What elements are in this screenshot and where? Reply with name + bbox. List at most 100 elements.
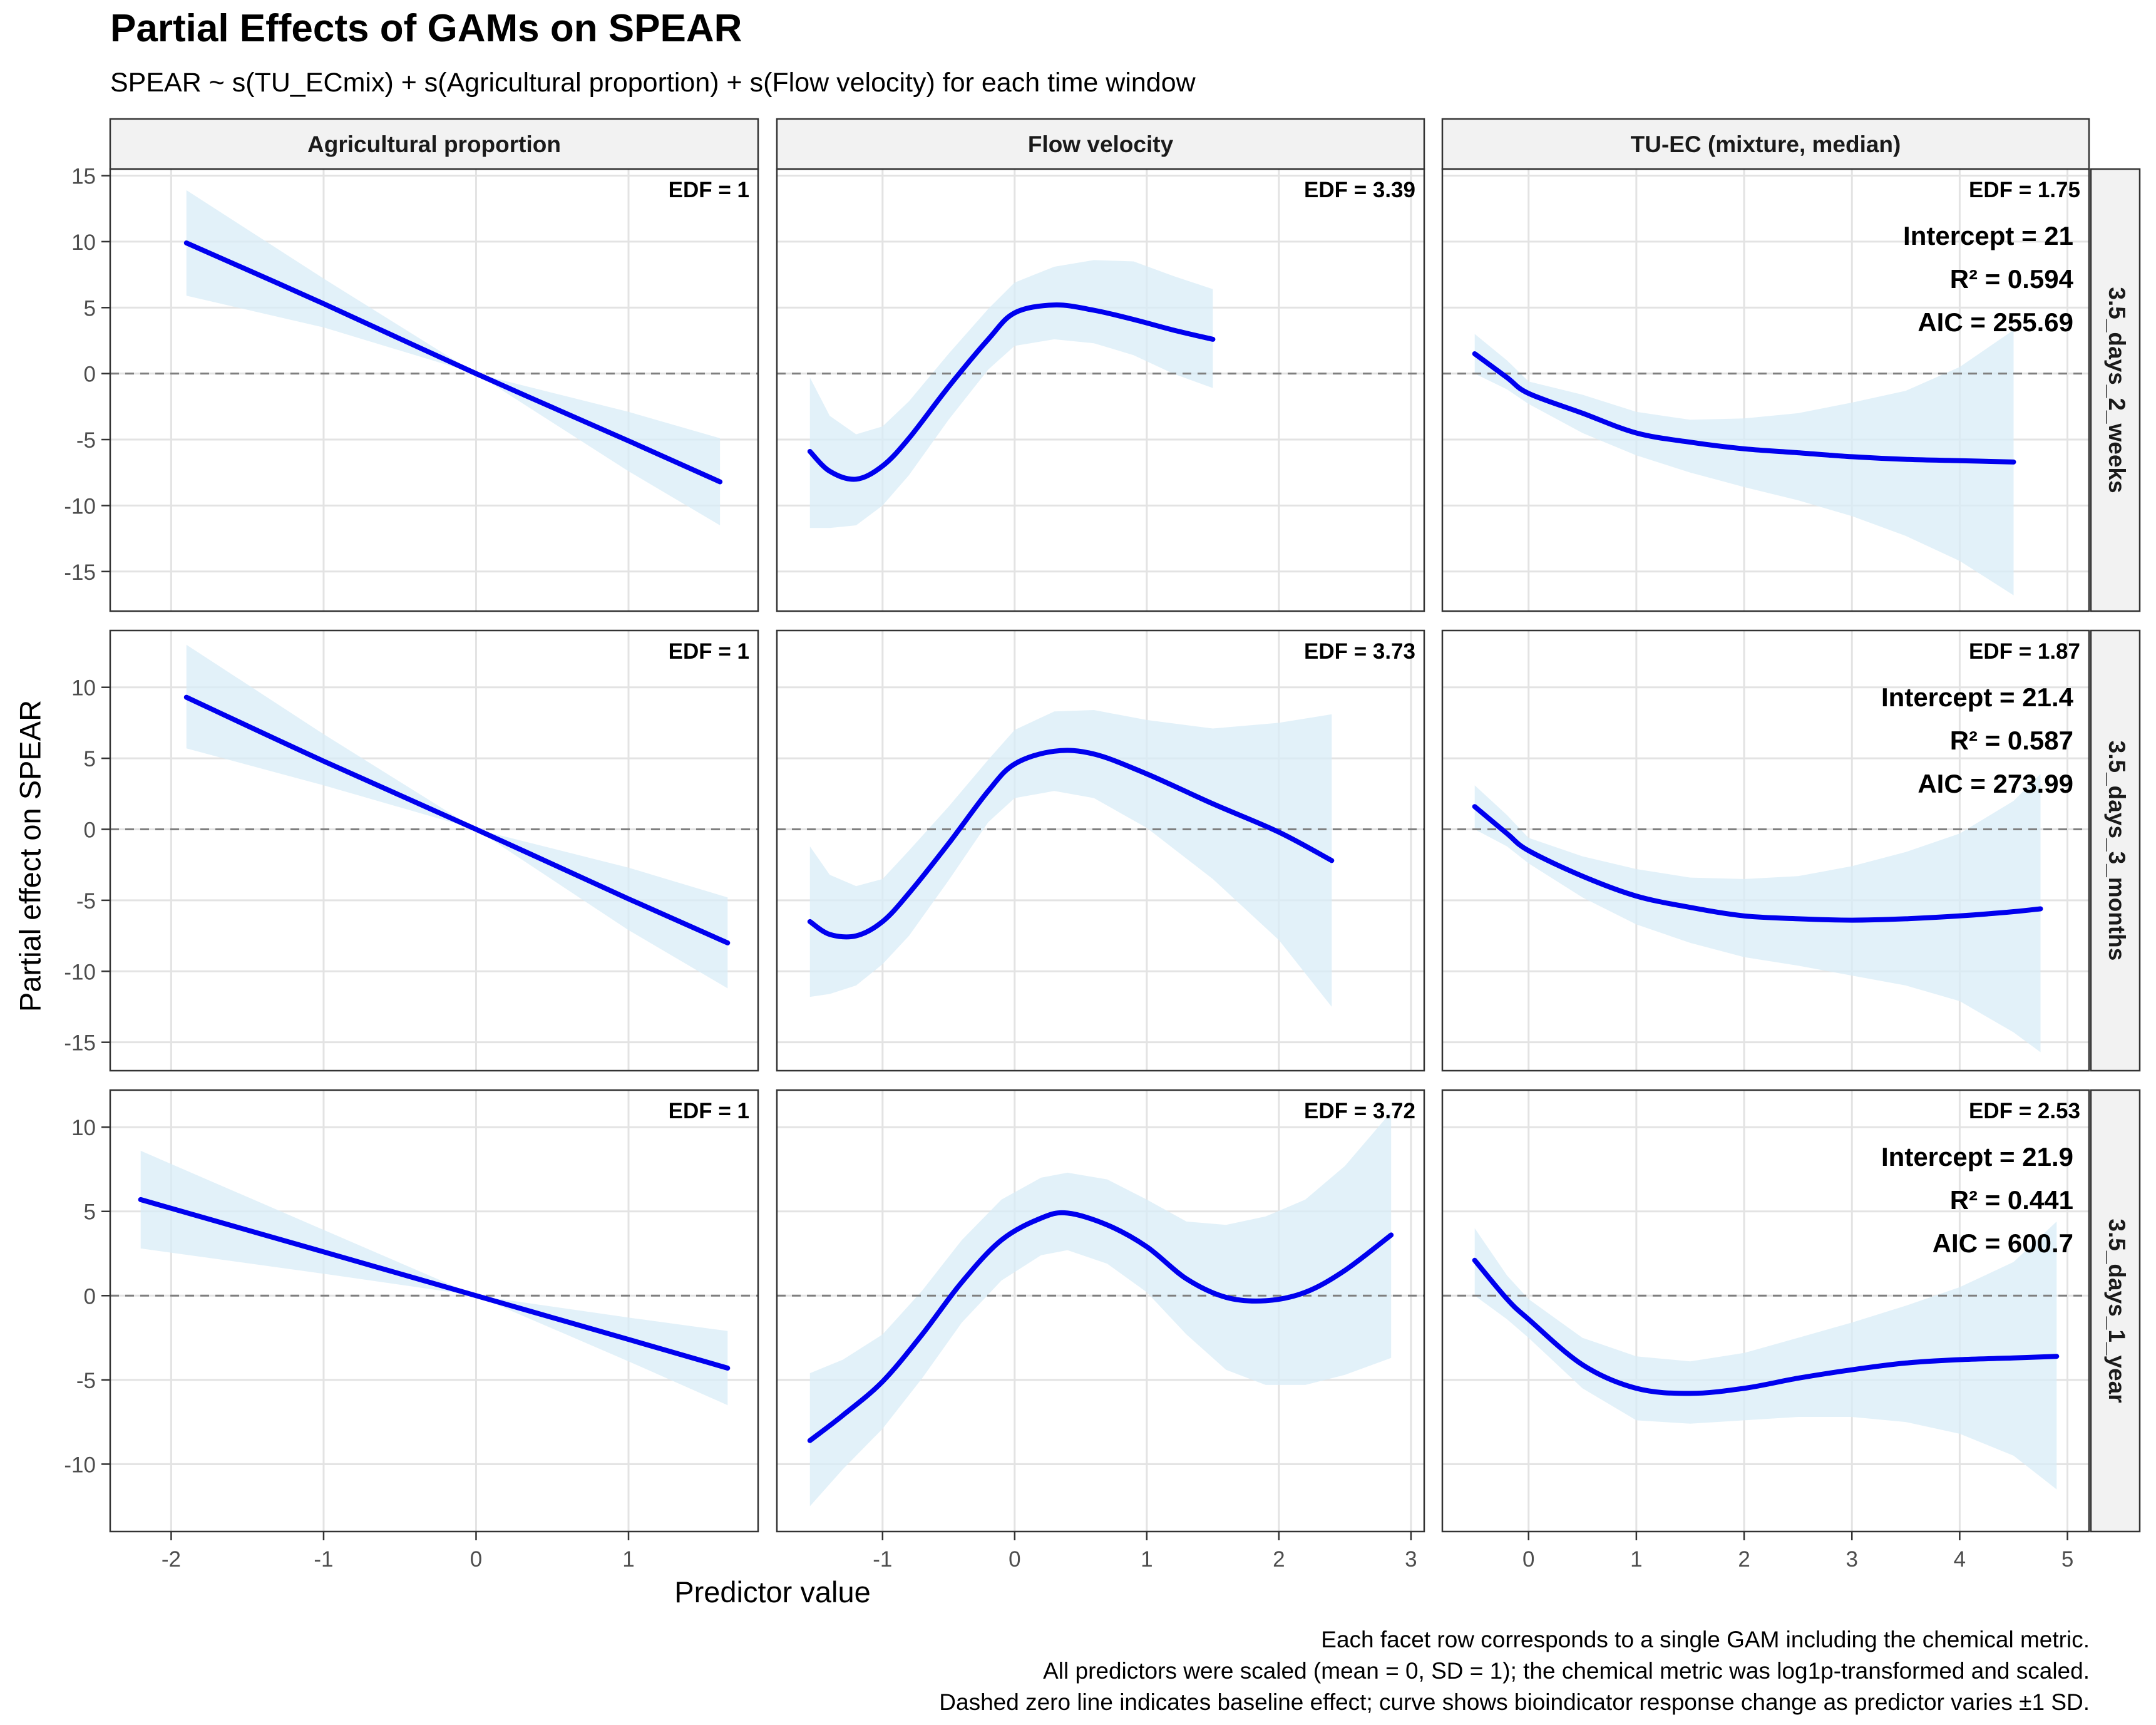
- panel-border: [1441, 629, 2090, 1072]
- y-tick-label: -5: [76, 889, 96, 914]
- edf-label: EDF = 1.75: [1969, 178, 2080, 202]
- fit-curve: [807, 1210, 1394, 1443]
- panel-border: [776, 168, 1425, 612]
- confidence-ribbon: [1474, 330, 2014, 595]
- panel-background: [110, 1090, 758, 1532]
- fit-curve: [1472, 1257, 2060, 1396]
- facet-strip-label: Flow velocity: [1028, 131, 1174, 157]
- y-tick-label: 5: [84, 296, 96, 321]
- facet-strip-label: Agricultural proportion: [307, 131, 561, 157]
- facet-panel: EDF = 3.72: [776, 1089, 1425, 1533]
- r2-label: R² = 0.587: [1950, 726, 2073, 755]
- facet-panel: EDF = 1.75 Intercept = 21 R² = 0.594 AIC = …: [1441, 168, 2090, 612]
- confidence-ribbon: [1474, 1221, 2057, 1490]
- confidence-ribbon: [1474, 774, 2041, 1053]
- fit-curve: [183, 694, 731, 945]
- facet-strip-column: [1441, 118, 2090, 170]
- confidence-ribbon: [186, 644, 728, 989]
- edf-label: EDF = 1.87: [1969, 639, 2080, 664]
- y-tick-label: -10: [64, 960, 96, 984]
- x-tick-label: 1: [1141, 1547, 1152, 1572]
- confidence-ribbon: [809, 260, 1213, 528]
- y-tick-label: 10: [71, 230, 96, 255]
- chart-title: Partial Effects of GAMs on SPEAR: [110, 7, 742, 50]
- x-tick-label: 3: [1405, 1547, 1417, 1572]
- x-tick-label: -1: [873, 1547, 892, 1572]
- facet-panel: EDF = 3.73: [776, 629, 1425, 1072]
- x-axis-label-text: Predictor value: [674, 1575, 871, 1609]
- y-tick-label: -10: [64, 494, 96, 518]
- facet-panel: EDF = 2.53 Intercept = 21.9 R² = 0.441 AIC …: [1441, 1089, 2090, 1533]
- fit-curve: [1472, 351, 2016, 465]
- facet-strip-label: TU-EC (mixture, median): [1631, 131, 1901, 157]
- fit-curve: [1472, 804, 2043, 923]
- y-tick-label: 10: [71, 676, 96, 701]
- edf-label: EDF = 3.39: [1304, 178, 1415, 202]
- panel-border: [1441, 168, 2090, 612]
- y-tick-label: 5: [84, 747, 96, 771]
- facet-panel: EDF = 3.39: [776, 168, 1425, 612]
- edf-label: EDF = 3.72: [1304, 1099, 1415, 1123]
- y-tick-label: 0: [84, 1284, 96, 1309]
- chart-subtitle: SPEAR ~ s(TU_ECmix) + s(Agricultural pro…: [110, 68, 1196, 98]
- confidence-ribbon: [140, 1150, 728, 1406]
- fit-curve: [807, 302, 1216, 482]
- y-tick-label: -10: [64, 1453, 96, 1477]
- confidence-ribbon: [186, 190, 721, 525]
- panel-border: [776, 629, 1425, 1072]
- panel-background: [777, 169, 1424, 611]
- edf-label: EDF = 1: [669, 1099, 749, 1123]
- facet-panel: EDF = 1: [109, 168, 759, 612]
- x-tick-label: 0: [470, 1547, 482, 1572]
- edf-label: EDF = 1: [669, 639, 749, 664]
- facet-panel: EDF = 1: [109, 629, 759, 1072]
- x-tick-label: 1: [1630, 1547, 1642, 1572]
- fit-curve: [138, 1197, 731, 1371]
- panel-border: [109, 629, 759, 1072]
- edf-label: EDF = 2.53: [1969, 1099, 2080, 1123]
- intercept-label: Intercept = 21: [1903, 221, 2073, 250]
- y-tick-label: 10: [71, 1116, 96, 1140]
- facet-strip-row: [2090, 629, 2141, 1072]
- facet-strip-row: [2090, 1089, 2141, 1533]
- panel-border: [109, 168, 759, 612]
- x-tick-label: 0: [1522, 1547, 1534, 1572]
- y-tick-label: -5: [76, 1369, 96, 1393]
- x-tick-label: 3: [1845, 1547, 1857, 1572]
- facet-strip-row: [2090, 168, 2141, 612]
- panel-border: [776, 1089, 1425, 1533]
- aic-label: AIC = 255.69: [1917, 307, 2073, 337]
- aic-label: AIC = 273.99: [1917, 769, 2073, 798]
- r2-label: R² = 0.594: [1950, 264, 2074, 294]
- facet-row-label: 3.5_days_3_months: [2104, 741, 2130, 961]
- caption-line: Each facet row corresponds to a single G…: [1321, 1627, 2090, 1652]
- intercept-label: Intercept = 21.9: [1881, 1142, 2073, 1171]
- y-tick-label: 0: [84, 363, 96, 387]
- facet-panel: EDF = 1.87 Intercept = 21.4 R² = 0.587 AIC …: [1441, 629, 2090, 1072]
- edf-label: EDF = 3.73: [1304, 639, 1415, 664]
- y-tick-label: 0: [84, 818, 96, 842]
- x-tick-label: 0: [1009, 1547, 1020, 1572]
- facet-row-label: 3.5_days_1_year: [2104, 1218, 2130, 1403]
- caption-line: All predictors were scaled (mean = 0, SD…: [1043, 1658, 2090, 1684]
- y-axis-label-text: Partial effect on SPEAR: [13, 699, 47, 1012]
- x-tick-label: 4: [1954, 1547, 1966, 1572]
- confidence-ribbon: [809, 710, 1332, 1007]
- caption: Each facet row corresponds to a single G…: [939, 1624, 2090, 1718]
- x-tick-label: -1: [314, 1547, 333, 1572]
- x-tick-label: -2: [162, 1547, 181, 1572]
- y-tick-label: 5: [84, 1200, 96, 1225]
- fit-curve: [807, 748, 1335, 940]
- panel-border: [109, 1089, 759, 1533]
- y-tick-label: 15: [71, 165, 96, 189]
- caption-line: Dashed zero line indicates baseline effe…: [939, 1689, 2090, 1715]
- fit-curve: [183, 240, 723, 485]
- r2-label: R² = 0.441: [1950, 1185, 2073, 1215]
- aic-label: AIC = 600.7: [1933, 1228, 2073, 1258]
- x-tick-label: 1: [622, 1547, 634, 1572]
- x-tick-label: 2: [1273, 1547, 1285, 1572]
- x-tick-label: 5: [2061, 1547, 2073, 1572]
- y-tick-label: -5: [76, 428, 96, 453]
- confidence-ribbon: [809, 1112, 1392, 1506]
